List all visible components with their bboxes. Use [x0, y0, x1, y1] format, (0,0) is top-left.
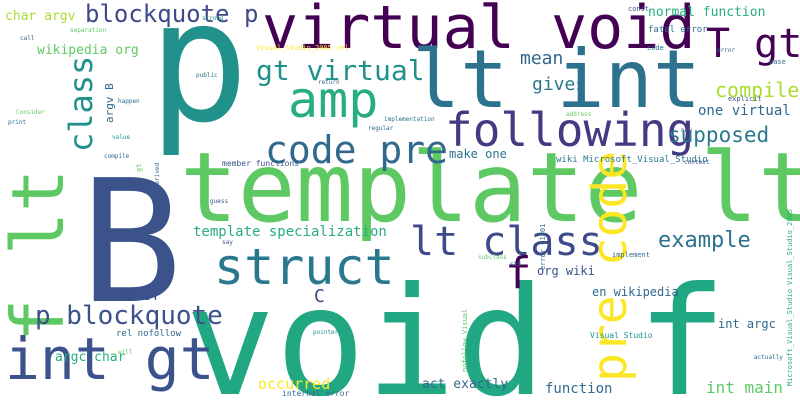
- word-error-c1001: error C1001: [539, 223, 547, 270]
- word-print: print: [8, 119, 27, 126]
- word-const: const: [628, 5, 650, 13]
- word-wiki-microsoft: wiki Microsoft_Visual_Studio: [556, 155, 708, 165]
- word-struct: struct: [214, 238, 395, 296]
- word-class: class: [62, 55, 100, 152]
- word-derived: derived: [154, 162, 161, 188]
- word-blockquote-p: blockquote p: [85, 0, 259, 28]
- word-rel-nofollow: rel nofollow: [116, 329, 182, 339]
- word-fatal-error: fatal error: [648, 25, 708, 35]
- word-p: p: [148, 0, 250, 160]
- word-consider: Consider: [16, 109, 45, 116]
- word-one-virtual: one virtual: [698, 103, 791, 119]
- word-visual-studio-2005-rel: Visual_Studio_2005 rel: [256, 44, 349, 52]
- word-argc-char: argc char: [55, 350, 126, 365]
- word-gt-virtual: gt virtual: [256, 54, 425, 87]
- word-strong: strong: [202, 15, 224, 22]
- word-function: function: [545, 381, 613, 397]
- word-internal-error: internal error: [282, 389, 350, 398]
- word-visual-studio: Visual Studio: [590, 331, 653, 340]
- word-mean: mean: [520, 48, 564, 69]
- word-template-specialization: template specialization: [193, 224, 387, 240]
- word-happen: happen: [118, 98, 140, 105]
- word-guess: guess: [210, 198, 229, 205]
- word-example: example: [658, 228, 751, 253]
- word-member-functions: member functions: [222, 159, 300, 168]
- word-lt-class: lt class: [410, 219, 603, 265]
- word-make-one: make one: [449, 147, 507, 161]
- word-code-pre: code pre: [265, 128, 449, 172]
- word-normal-function: normal function: [648, 5, 766, 20]
- word-wikipedia-org: wikipedia org: [37, 43, 139, 58]
- word-context: context: [684, 159, 710, 166]
- word-char-argv: char argv: [5, 9, 76, 24]
- word-implement: implement: [612, 251, 650, 259]
- word-template-lt: template lt: [180, 132, 800, 244]
- word-microsoft-visual-studio-2005: Microsoft_Visual_Studio Visual_Studio_20…: [786, 208, 794, 386]
- word-std: std: [510, 261, 521, 268]
- word-nofollow-visual: nofollow Visual: [461, 308, 469, 372]
- word-occurred: occurred: [258, 375, 331, 393]
- word-void-f: void f: [185, 256, 727, 400]
- word-subclass: subclass: [478, 254, 507, 261]
- word-compile: compile: [104, 153, 130, 160]
- word-p-blockquote: p blockquote: [35, 301, 223, 331]
- word-c: C: [314, 286, 325, 307]
- word-say: say: [222, 239, 233, 246]
- word-call: call: [20, 35, 35, 42]
- word-virtual-void: virtual void: [262, 0, 696, 63]
- word-gives: gives: [532, 74, 587, 95]
- word-f-small: f: [505, 248, 532, 299]
- word-code-small: code: [647, 44, 664, 52]
- word-argv-b: argv B: [103, 83, 116, 123]
- word-lt-int: lt int: [412, 33, 701, 126]
- word-value: value: [112, 134, 131, 141]
- word-act-exactly: act exactly: [422, 377, 509, 392]
- word-amp: amp: [288, 71, 379, 129]
- word-address: address: [566, 111, 592, 118]
- word-error-small: error: [717, 47, 736, 54]
- word-int-argc: int argc: [718, 317, 776, 331]
- word-pointers: pointers: [313, 329, 342, 336]
- word-compiler: compiler: [715, 78, 800, 102]
- word-b: B: [80, 144, 183, 342]
- word-explicit: explicit: [728, 95, 762, 103]
- word-en-wikipedia: en wikipedia: [592, 285, 679, 299]
- word-base: base: [769, 58, 786, 66]
- word-supposed: supposed: [668, 123, 770, 147]
- word-gt-small: gt: [135, 163, 143, 172]
- word-implementation: implementation: [384, 116, 435, 123]
- word-separation: separation: [70, 27, 107, 34]
- word-regular: regular: [368, 125, 394, 132]
- word-public: public: [196, 72, 218, 79]
- word-href: href: [122, 285, 161, 304]
- word-following: following: [445, 103, 695, 157]
- word-new: new: [681, 127, 692, 134]
- word-org-wiki: org wiki: [537, 264, 595, 278]
- word-return: return: [318, 79, 340, 86]
- word-will: will: [118, 349, 133, 356]
- word-int-gt: int gt: [5, 325, 215, 393]
- word-int-main: int main: [706, 378, 784, 397]
- word-actually: actually: [754, 354, 783, 361]
- word-t-gt: T gt: [706, 21, 800, 67]
